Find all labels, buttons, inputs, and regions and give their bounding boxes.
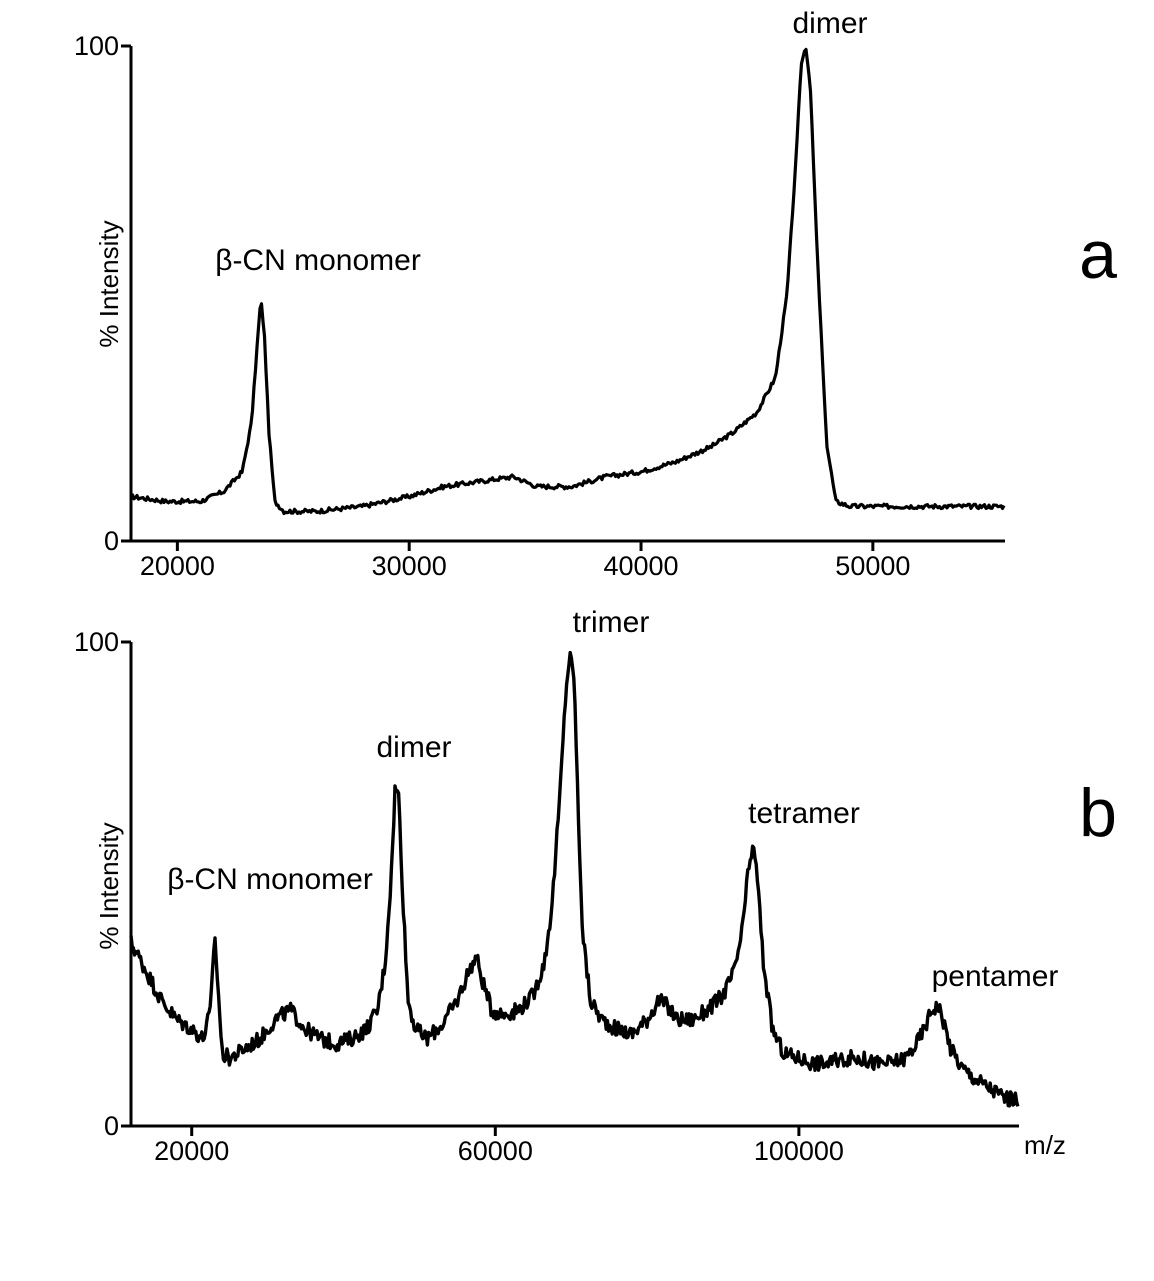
peak-label: dimer (376, 731, 451, 764)
y-axis-title: % Intensity (94, 220, 124, 347)
peak-label: pentamer (932, 960, 1059, 993)
x-tick-label: 100000 (754, 1136, 844, 1166)
x-tick-label: 50000 (835, 551, 910, 581)
x-tick-label: 30000 (372, 551, 447, 581)
peak-label: dimer (792, 7, 867, 40)
x-axis-title: m/z (1024, 1130, 1066, 1160)
peak-label: β-CN monomer (215, 244, 421, 277)
spectrum-line (130, 47, 1006, 516)
chart-panel-a: 0 100 20000 30000 40000 50000 % Intensity a β-CN… (74, 7, 1117, 581)
y-tick-label: 100 (74, 627, 119, 657)
x-tick-label: 60000 (458, 1136, 533, 1166)
panel-letter: a (1079, 217, 1117, 293)
x-tick-label: 20000 (154, 1136, 229, 1166)
chart-panel-b: 0 100 20000 60000 100000 % Intensity m/z b β-CN … (74, 606, 1117, 1166)
y-tick-label: 0 (104, 1111, 119, 1141)
peak-label: trimer (573, 606, 650, 639)
peak-label: β-CN monomer (167, 863, 373, 896)
y-axis-title: % Intensity (94, 822, 124, 949)
peak-label: tetramer (748, 797, 860, 830)
y-tick-label: 100 (74, 31, 119, 61)
x-tick-label: 40000 (603, 551, 678, 581)
x-tick-label: 20000 (140, 551, 215, 581)
spectrum-line (129, 650, 1020, 1108)
panel-letter: b (1079, 775, 1117, 851)
y-tick-label: 0 (104, 526, 119, 556)
